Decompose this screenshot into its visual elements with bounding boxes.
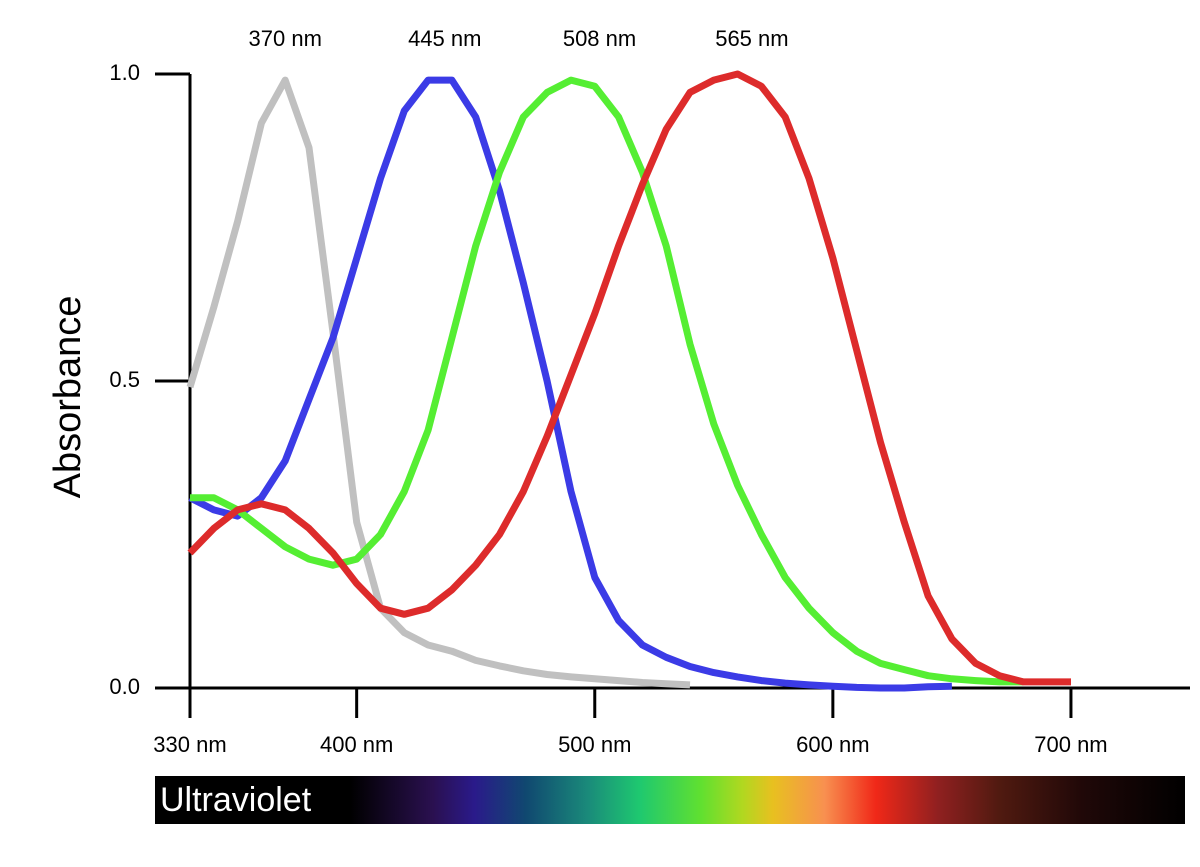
spectrum-label-bg xyxy=(155,776,345,824)
y-tick-label: 1.0 xyxy=(109,60,140,85)
x-tick-label: 330 nm xyxy=(153,732,226,757)
x-tick-label: 600 nm xyxy=(796,732,869,757)
series-line xyxy=(188,76,952,692)
peak-label: 370 nm xyxy=(249,26,322,51)
y-axis-label: Absorbance xyxy=(47,296,89,499)
series-line xyxy=(186,76,691,689)
peak-label: 565 nm xyxy=(715,26,788,51)
x-tick-label: 400 nm xyxy=(320,732,393,757)
y-tick-label: 0.5 xyxy=(109,367,140,392)
peak-label: 508 nm xyxy=(563,26,636,51)
series-line xyxy=(187,70,1071,686)
peak-label: 445 nm xyxy=(408,26,481,51)
x-tick-label: 700 nm xyxy=(1034,732,1107,757)
spectrum-label: Ultraviolet xyxy=(160,781,312,819)
series-line xyxy=(190,76,1024,686)
x-tick-label: 500 nm xyxy=(558,732,631,757)
y-tick-label: 0.0 xyxy=(109,674,140,699)
